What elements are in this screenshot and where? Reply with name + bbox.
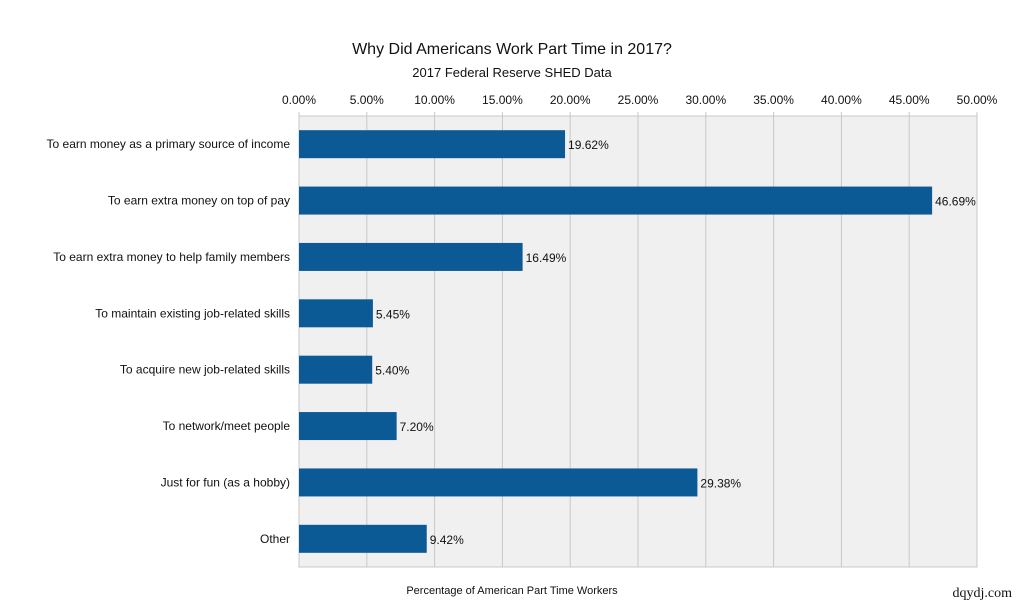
bar: [299, 242, 523, 271]
category-label: To earn extra money on top of pay: [108, 194, 290, 208]
chart-title: Why Did Americans Work Part Time in 2017…: [352, 41, 672, 58]
chart-subtitle: 2017 Federal Reserve SHED Data: [412, 65, 612, 80]
bar: [299, 130, 566, 159]
x-tick-label: 20.00%: [550, 93, 591, 107]
data-label: 19.62%: [568, 138, 609, 152]
bar: [299, 299, 373, 328]
category-label: To earn extra money to help family membe…: [53, 250, 290, 264]
category-label: Just for fun (as a hobby): [161, 475, 290, 489]
x-tick-label: 25.00%: [618, 93, 659, 107]
x-tick-label: 0.00%: [282, 93, 316, 107]
bar: [299, 468, 698, 497]
category-label: Other: [260, 532, 290, 546]
x-tick-label: 40.00%: [821, 93, 862, 107]
bar: [299, 412, 397, 441]
category-label: To maintain existing job-related skills: [95, 306, 290, 320]
category-label: To network/meet people: [163, 419, 291, 433]
bar: [299, 355, 373, 384]
category-label: To acquire new job-related skills: [120, 363, 290, 377]
data-label: 16.49%: [526, 251, 567, 265]
data-label: 5.40%: [375, 364, 409, 378]
x-tick-label: 35.00%: [753, 93, 794, 107]
bar: [299, 524, 427, 553]
bar: [299, 186, 933, 215]
x-tick-label: 30.00%: [685, 93, 726, 107]
x-axis-label: Percentage of American Part Time Workers: [406, 585, 618, 597]
data-label: 5.45%: [376, 307, 410, 321]
data-label: 46.69%: [935, 195, 976, 209]
data-label: 9.42%: [430, 533, 464, 547]
category-label: To earn money as a primary source of inc…: [47, 137, 291, 151]
data-label: 7.20%: [400, 420, 434, 434]
x-tick-label: 15.00%: [482, 93, 523, 107]
x-tick-label: 10.00%: [414, 93, 455, 107]
x-tick-label: 5.00%: [350, 93, 384, 107]
x-tick-label: 45.00%: [889, 93, 930, 107]
data-label: 29.38%: [700, 476, 741, 490]
x-tick-label: 50.00%: [957, 93, 998, 107]
watermark: dqydj.com: [953, 586, 1013, 601]
